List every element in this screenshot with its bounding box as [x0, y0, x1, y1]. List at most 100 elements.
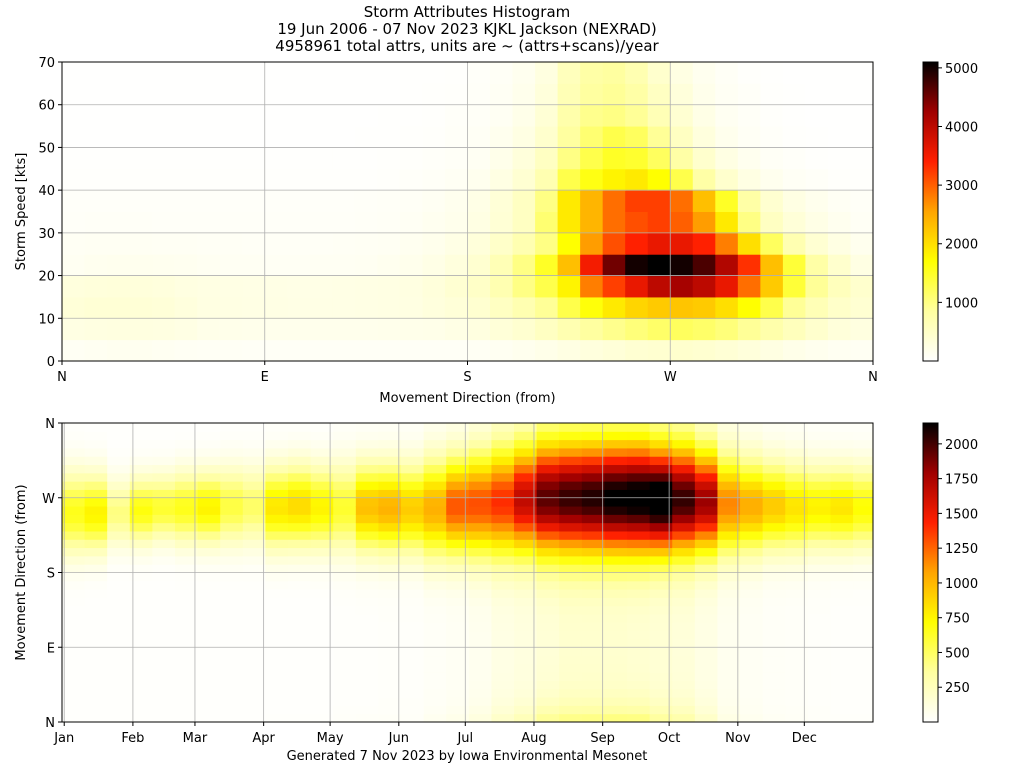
heatmap-cell	[265, 663, 289, 673]
heatmap-cell	[694, 614, 718, 623]
heatmap-cell	[468, 589, 492, 598]
heatmap-cell	[512, 339, 536, 362]
heatmap-cell	[559, 530, 583, 540]
heatmap-cell	[627, 514, 651, 524]
heatmap-cell	[490, 318, 514, 341]
heatmap-cell	[760, 126, 784, 148]
heatmap-cell	[604, 680, 628, 690]
heatmap-cell	[694, 655, 718, 665]
heatmap-cell	[444, 147, 468, 170]
heatmap-cell	[152, 464, 176, 474]
heatmap-cell	[174, 318, 198, 341]
heatmap-cell	[377, 318, 401, 341]
heatmap-cell	[242, 472, 266, 482]
heatmap-cell	[265, 680, 289, 690]
heatmap-cell	[468, 423, 492, 432]
heatmap-cell	[84, 697, 108, 706]
heatmap-cell	[333, 580, 357, 590]
heatmap-cell	[423, 614, 447, 623]
heatmap-cell	[785, 506, 809, 515]
heatmap-cell	[264, 339, 288, 362]
heatmap-cell	[627, 439, 651, 449]
heatmap-cell	[512, 275, 536, 298]
heatmap-cell	[175, 663, 199, 673]
heatmap-cell	[850, 126, 874, 148]
heatmap-cell	[740, 472, 764, 482]
heatmap-cell	[692, 147, 716, 170]
heatmap-cell	[129, 464, 153, 474]
heatmap-cell	[559, 605, 583, 615]
heatmap-cell	[242, 555, 266, 565]
heatmap-cell	[401, 713, 425, 723]
heatmap-cell	[785, 564, 809, 573]
heatmap-cell	[491, 597, 515, 607]
heatmap-cell	[377, 190, 401, 212]
heatmap-cell	[265, 580, 289, 590]
heatmap-cell	[152, 589, 176, 598]
heatmap-cell	[830, 647, 854, 657]
heatmap-cell	[310, 605, 334, 615]
heatmap-cell	[491, 497, 515, 507]
heatmap-cell	[717, 423, 741, 432]
heatmap-cell	[333, 589, 357, 598]
heatmap-cell	[152, 564, 176, 573]
heatmap-cell	[468, 713, 492, 723]
heatmap-cell	[197, 447, 221, 457]
heatmap-cell	[401, 431, 425, 441]
heatmap-cell	[129, 254, 153, 277]
heatmap-cell	[627, 547, 651, 557]
heatmap-cell	[446, 423, 470, 432]
heatmap-cell	[853, 630, 874, 640]
heatmap-cell	[401, 497, 425, 507]
heatmap-cell	[692, 62, 716, 84]
heatmap-cell	[265, 506, 289, 515]
heatmap-cell	[512, 211, 536, 234]
heatmap-cell	[333, 672, 357, 681]
heatmap-cell	[377, 62, 401, 84]
heatmap-cell	[84, 83, 108, 106]
heatmap-cell	[242, 423, 266, 432]
heatmap-cell	[468, 614, 492, 623]
heatmap-cell	[580, 147, 604, 170]
heatmap-cell	[717, 672, 741, 681]
top-xtick-label: N	[57, 370, 67, 385]
heatmap-cell	[84, 564, 108, 573]
heatmap-cell	[807, 447, 831, 457]
heatmap-cell	[672, 564, 696, 573]
heatmap-cell	[423, 522, 447, 532]
bottom-colorbar-label: 750	[945, 612, 970, 627]
heatmap-cell	[287, 296, 311, 319]
heatmap-cell	[536, 705, 560, 715]
heatmap-cell	[175, 589, 199, 598]
heatmap-cell	[84, 232, 108, 255]
heatmap-cell	[310, 481, 334, 490]
heatmap-cell	[491, 688, 515, 698]
heatmap-cell	[333, 705, 357, 715]
heatmap-cell	[737, 232, 761, 255]
heatmap-cell	[514, 680, 538, 690]
heatmap-cell	[647, 147, 671, 170]
heatmap-cell	[627, 522, 651, 532]
heatmap-cell	[288, 555, 312, 565]
heatmap-cell	[265, 672, 289, 681]
heatmap-cell	[692, 232, 716, 255]
heatmap-cell	[737, 275, 761, 298]
heatmap-cell	[84, 318, 108, 341]
heatmap-cell	[422, 147, 446, 170]
heatmap-cell	[514, 655, 538, 665]
heatmap-cell	[197, 232, 221, 255]
heatmap-cell	[670, 296, 694, 319]
heatmap-cell	[377, 83, 401, 106]
heatmap-cell	[62, 296, 86, 319]
bottom-ylabel: Movement Direction (from)	[14, 484, 29, 660]
heatmap-cell	[785, 705, 809, 715]
heatmap-cell	[536, 697, 560, 706]
heatmap-cell	[604, 713, 628, 723]
heatmap-cell	[625, 232, 649, 255]
heatmap-cell	[401, 481, 425, 490]
heatmap-cell	[830, 547, 854, 557]
heatmap-cell	[175, 431, 199, 441]
heatmap-cell	[717, 506, 741, 515]
heatmap-cell	[647, 168, 671, 191]
heatmap-cell	[174, 211, 198, 234]
